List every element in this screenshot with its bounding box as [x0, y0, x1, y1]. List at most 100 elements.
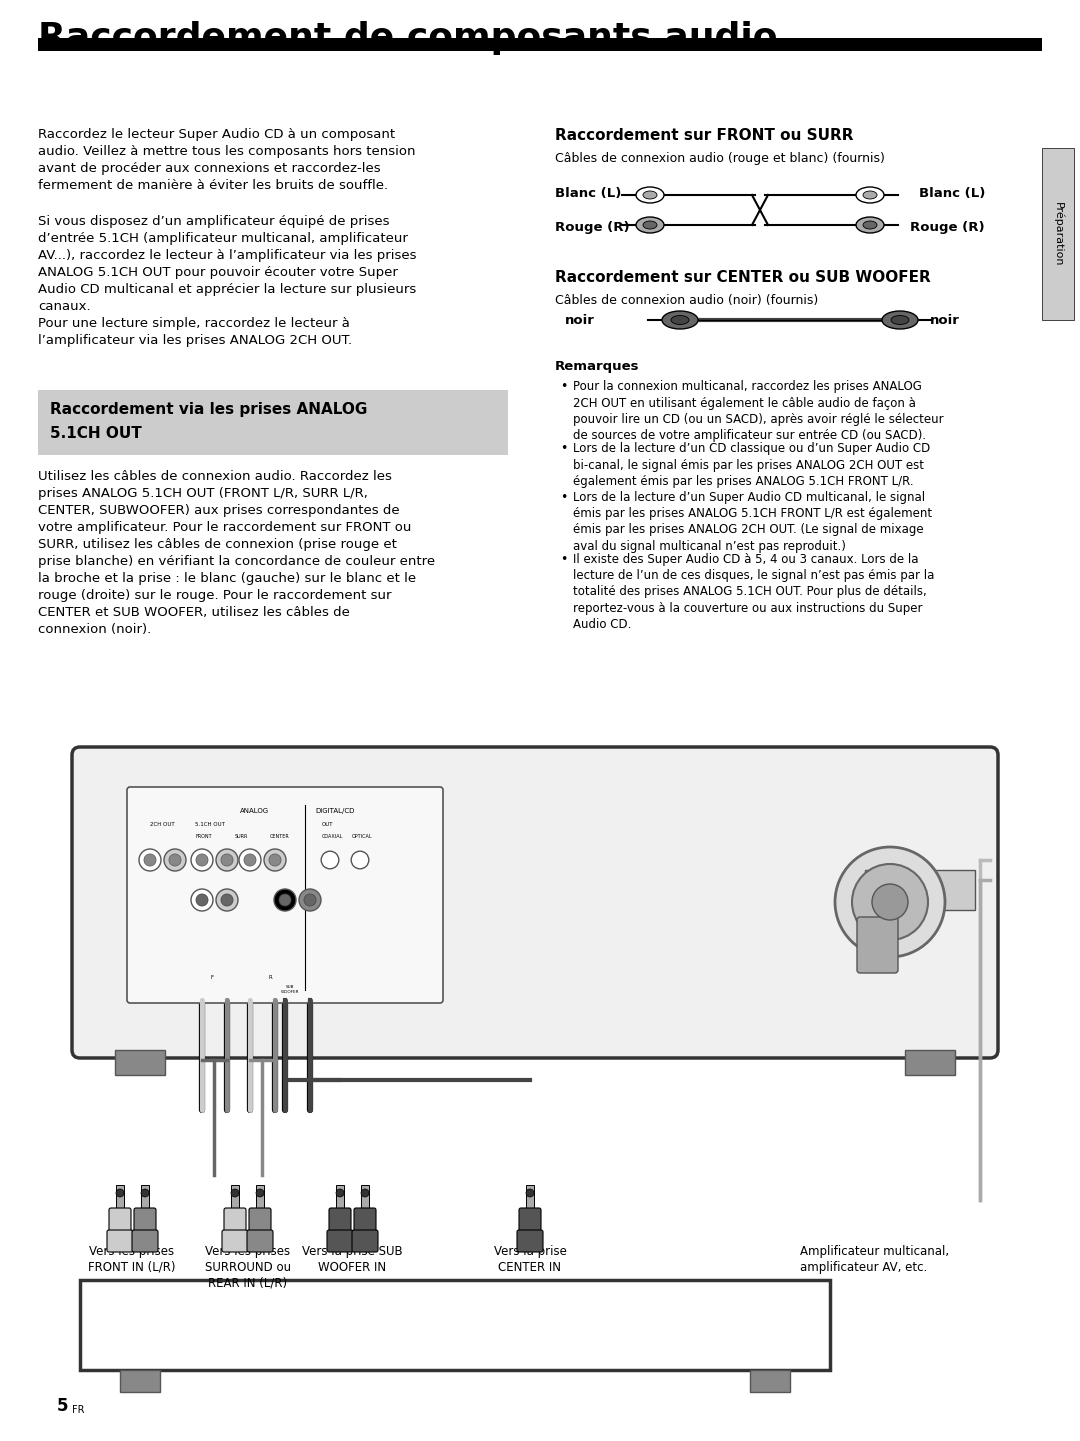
Text: Lors de la lecture d’un CD classique ou d’un Super Audio CD
bi-canal, le signal : Lors de la lecture d’un CD classique ou … [573, 442, 930, 488]
FancyBboxPatch shape [127, 787, 443, 1003]
Bar [231, 1185, 239, 1215]
Ellipse shape [856, 187, 885, 203]
Circle shape [116, 1189, 124, 1197]
Circle shape [216, 849, 238, 870]
FancyBboxPatch shape [72, 746, 998, 1058]
Text: Amplificateur multicanal,
amplificateur AV, etc.: Amplificateur multicanal, amplificateur … [800, 1245, 949, 1274]
Text: FR: FR [72, 1405, 84, 1415]
Bar [116, 1185, 124, 1215]
Text: noir: noir [930, 314, 960, 327]
Text: Vers les prises
FRONT IN (L/R): Vers les prises FRONT IN (L/R) [89, 1245, 176, 1274]
Circle shape [139, 849, 161, 870]
Text: 2CH OUT: 2CH OUT [150, 821, 175, 827]
Ellipse shape [856, 218, 885, 233]
Circle shape [835, 847, 945, 957]
Text: Vers la prise SUB
WOOFER IN: Vers la prise SUB WOOFER IN [301, 1245, 403, 1274]
Bar [526, 1185, 534, 1215]
Circle shape [336, 1189, 345, 1197]
Text: Blanc (L): Blanc (L) [919, 186, 985, 199]
Text: Lors de la lecture d’un Super Audio CD multicanal, le signal
émis par les prises: Lors de la lecture d’un Super Audio CD m… [573, 490, 932, 553]
Ellipse shape [643, 192, 657, 199]
Ellipse shape [662, 311, 698, 329]
Circle shape [168, 855, 181, 866]
Text: Raccordement de composants audio: Raccordement de composants audio [38, 22, 778, 55]
Text: Vers la prise
CENTER IN: Vers la prise CENTER IN [494, 1245, 566, 1274]
Text: Raccordez le lecteur Super Audio CD à un composant
audio. Veillez à mettre tous : Raccordez le lecteur Super Audio CD à un… [38, 128, 416, 192]
FancyBboxPatch shape [107, 1231, 133, 1252]
Text: DIGITAL/CD: DIGITAL/CD [315, 808, 354, 814]
Text: •: • [561, 380, 567, 393]
Bar [750, 1370, 789, 1392]
Ellipse shape [882, 311, 918, 329]
Circle shape [852, 865, 928, 940]
Text: Raccordement sur FRONT ou SURR: Raccordement sur FRONT ou SURR [555, 128, 853, 143]
Text: 5: 5 [57, 1396, 68, 1415]
Text: Utilisez les câbles de connexion audio. Raccordez les
prises ANALOG 5.1CH OUT (F: Utilisez les câbles de connexion audio. … [38, 470, 435, 635]
Text: Remarques: Remarques [555, 360, 639, 373]
Text: •: • [561, 552, 567, 565]
Text: ANALOG: ANALOG [241, 808, 270, 814]
Circle shape [269, 855, 281, 866]
Text: Raccordement via les prises ANALOG: Raccordement via les prises ANALOG [50, 402, 367, 416]
Circle shape [264, 849, 286, 870]
Circle shape [164, 849, 186, 870]
FancyBboxPatch shape [519, 1208, 541, 1236]
Text: CENTER: CENTER [270, 834, 289, 839]
Circle shape [526, 1189, 534, 1197]
Circle shape [195, 893, 208, 906]
Ellipse shape [863, 220, 877, 229]
Circle shape [299, 889, 321, 911]
Bar [865, 870, 890, 950]
Bar [120, 1370, 160, 1392]
Circle shape [221, 893, 233, 906]
Text: Si vous disposez d’un amplificateur équipé de prises
d’entrée 5.1CH (amplificate: Si vous disposez d’un amplificateur équi… [38, 215, 417, 347]
Circle shape [191, 889, 213, 911]
Bar [114, 1050, 165, 1075]
Text: Rouge (R): Rouge (R) [555, 220, 630, 233]
Text: FRONT: FRONT [195, 834, 212, 839]
Bar [38, 391, 508, 455]
Circle shape [303, 893, 316, 906]
Text: Il existe des Super Audio CD à 5, 4 ou 3 canaux. Lors de la
lecture de l’un de c: Il existe des Super Audio CD à 5, 4 ou 3… [573, 552, 934, 631]
Text: Vers les prises
SURROUND ou
REAR IN (L/R): Vers les prises SURROUND ou REAR IN (L/R… [205, 1245, 292, 1290]
Text: 5.1CH OUT: 5.1CH OUT [195, 821, 225, 827]
Text: Raccordement sur CENTER ou SUB WOOFER: Raccordement sur CENTER ou SUB WOOFER [555, 269, 931, 285]
Bar [895, 870, 975, 911]
Ellipse shape [636, 218, 664, 233]
Text: Rouge (R): Rouge (R) [910, 220, 985, 233]
Bar [905, 1050, 955, 1075]
Text: OUT: OUT [322, 821, 334, 827]
Text: COAXIAL: COAXIAL [322, 834, 343, 839]
Circle shape [361, 1189, 369, 1197]
FancyBboxPatch shape [517, 1231, 543, 1252]
Circle shape [279, 893, 291, 906]
FancyBboxPatch shape [134, 1208, 156, 1236]
FancyBboxPatch shape [352, 1231, 378, 1252]
Ellipse shape [636, 187, 664, 203]
Circle shape [274, 889, 296, 911]
Circle shape [195, 855, 208, 866]
Bar [336, 1185, 345, 1215]
FancyBboxPatch shape [354, 1208, 376, 1236]
Circle shape [321, 852, 339, 869]
Ellipse shape [643, 220, 657, 229]
FancyBboxPatch shape [329, 1208, 351, 1236]
Bar [361, 1185, 369, 1215]
Text: SUB
WOOFER: SUB WOOFER [281, 986, 299, 994]
Text: 5.1CH OUT: 5.1CH OUT [50, 427, 141, 441]
Text: F: F [211, 976, 214, 980]
Text: Pour la connexion multicanal, raccordez les prises ANALOG
2CH OUT en utilisant é: Pour la connexion multicanal, raccordez … [573, 380, 944, 442]
FancyBboxPatch shape [249, 1208, 271, 1236]
Text: Câbles de connexion audio (rouge et blanc) (fournis): Câbles de connexion audio (rouge et blan… [555, 151, 885, 166]
Bar [80, 1280, 831, 1370]
Circle shape [244, 855, 256, 866]
Circle shape [144, 855, 156, 866]
Bar [256, 1185, 264, 1215]
Text: •: • [561, 490, 567, 503]
Circle shape [191, 849, 213, 870]
Text: R: R [268, 976, 272, 980]
FancyBboxPatch shape [858, 916, 897, 973]
Text: Câbles de connexion audio (noir) (fournis): Câbles de connexion audio (noir) (fourni… [555, 294, 819, 307]
Text: •: • [561, 442, 567, 455]
Circle shape [256, 1189, 264, 1197]
